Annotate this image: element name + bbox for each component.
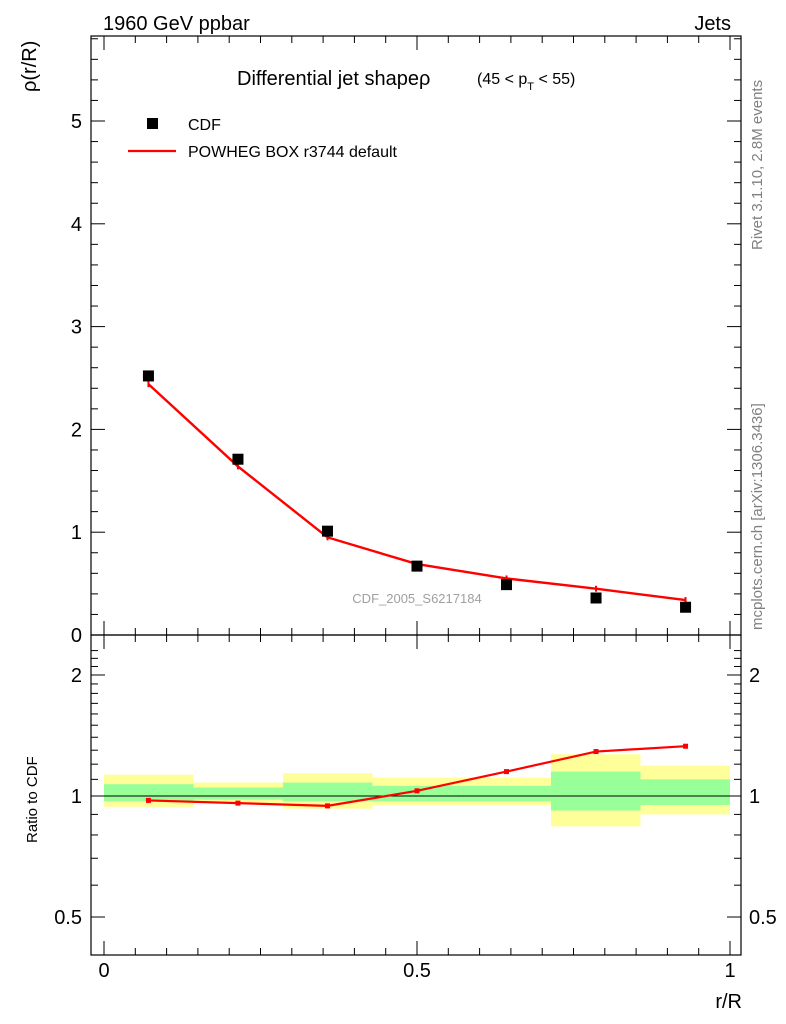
cdf-data-point xyxy=(232,453,244,465)
main-y-tick-label: 3 xyxy=(71,317,82,339)
ratio-point xyxy=(145,797,151,803)
main-y-tick-label: 4 xyxy=(71,214,82,236)
ratio-data-layer xyxy=(145,743,689,809)
ratio-band-inner xyxy=(461,785,551,802)
main-data-layer xyxy=(142,370,692,613)
mcplots-label: mcplots.cern.ch [arXiv:1306.3436] xyxy=(749,403,766,630)
legend-cdf-marker xyxy=(147,118,158,129)
ratio-y-axis-label: Ratio to CDF xyxy=(24,756,41,843)
ratio-point xyxy=(414,788,420,794)
legend-cdf-label: CDF xyxy=(188,117,221,134)
ratio-band-inner xyxy=(372,785,462,802)
x-tick-label: 0 xyxy=(98,960,109,982)
cdf-data-point xyxy=(321,525,333,537)
energy-label: 1960 GeV ppbar xyxy=(103,13,250,35)
ratio-uncertainty-bands xyxy=(104,754,730,827)
ratio-band-inner xyxy=(193,787,284,800)
ratio-y-tick-label-right: 0.5 xyxy=(749,907,777,929)
rivet-version-label: Rivet 3.1.10, 2.8M events xyxy=(749,80,766,250)
ratio-panel: 0.5 0.5 1 1 2 2 0 0.5 1 Ratio to CDF r/R xyxy=(24,634,777,1013)
ratio-y-tick-label-right: 1 xyxy=(749,786,760,808)
x-tick-label: 0.5 xyxy=(403,960,431,982)
ratio-axis-ticks: 0.5 0.5 1 1 2 2 0 0.5 1 xyxy=(54,635,777,982)
process-label: Jets xyxy=(694,13,731,35)
cdf-data-point xyxy=(411,560,423,572)
cdf-data-point xyxy=(680,601,692,613)
cdf-data-point xyxy=(142,370,154,382)
ratio-point xyxy=(683,743,689,749)
ratio-band-inner xyxy=(283,782,373,802)
ratio-y-tick-label-right: 2 xyxy=(749,665,760,687)
main-title: Differential jet shapeρ xyxy=(237,68,430,90)
ratio-point xyxy=(235,800,241,806)
main-panel: 0 1 2 3 4 5 Differential jet shapeρ (45 < pT … xyxy=(19,35,742,647)
ratio-point xyxy=(504,769,510,775)
analysis-label: CDF_2005_S6217184 xyxy=(352,591,481,606)
ratio-band-inner xyxy=(640,779,730,805)
x-tick-label: 1 xyxy=(724,960,735,982)
main-y-tick-label: 0 xyxy=(71,625,82,647)
ratio-y-tick-label: 2 xyxy=(71,665,82,687)
x-axis-label: r/R xyxy=(715,991,742,1013)
ratio-band-inner xyxy=(550,771,641,811)
main-title-cut: (45 < pT < 55) xyxy=(477,71,575,93)
cdf-data-point xyxy=(590,592,602,604)
main-y-axis-label: ρ(r/R) xyxy=(19,41,41,92)
legend: CDF POWHEG BOX r3744 default xyxy=(128,117,398,161)
legend-powheg-label: POWHEG BOX r3744 default xyxy=(188,144,398,161)
ratio-frame xyxy=(90,634,742,956)
main-y-tick-label: 5 xyxy=(71,111,82,133)
cdf-data-point xyxy=(501,579,513,591)
main-y-tick-label: 2 xyxy=(71,419,82,441)
main-axis-ticks: 0 1 2 3 4 5 xyxy=(71,36,741,647)
main-y-tick-label: 1 xyxy=(71,522,82,544)
ratio-point xyxy=(324,803,330,809)
ratio-point xyxy=(593,749,599,755)
ratio-band-inner xyxy=(104,784,194,802)
ratio-y-tick-label: 1 xyxy=(71,786,82,808)
ratio-y-tick-label: 0.5 xyxy=(54,907,82,929)
